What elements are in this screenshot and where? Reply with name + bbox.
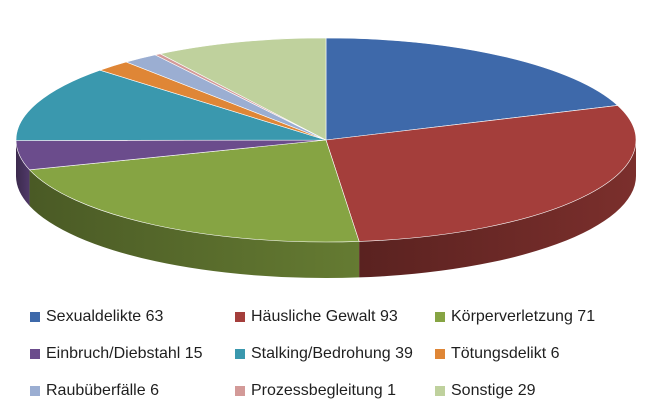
pie-slice-sonstige [159, 37, 327, 141]
legend-item: Raubüberfälle 6 [30, 382, 159, 400]
legend-swatch [235, 386, 245, 396]
pie-slice-sexualdelikte [325, 37, 619, 141]
legend-item: Sexualdelikte 63 [30, 308, 163, 326]
pie-side-h-usliche-gewalt [359, 140, 636, 278]
pie-side-einbruch-diebstahl [16, 140, 30, 206]
legend-swatch [30, 312, 40, 322]
legend-item: Stalking/Bedrohung 39 [235, 345, 413, 363]
legend-label: Sonstige 29 [451, 382, 536, 399]
legend-swatch [435, 386, 445, 396]
legend-swatch [435, 312, 445, 322]
legend-item: Tötungsdelikt 6 [435, 345, 560, 363]
legend-label: Häusliche Gewalt 93 [251, 308, 398, 325]
legend-label: Sexualdelikte 63 [46, 308, 164, 325]
legend-item: Prozessbegleitung 1 [235, 382, 396, 400]
legend-label: Tötungsdelikt 6 [451, 345, 560, 362]
legend-swatch [235, 312, 245, 322]
legend-label: Raubüberfälle 6 [46, 382, 159, 399]
legend-label: Stalking/Bedrohung 39 [251, 345, 413, 362]
legend-label: Körperverletzung 71 [451, 308, 596, 325]
pie-chart [15, 37, 637, 278]
pie-slice-stalking-bedrohung [15, 69, 327, 141]
legend-swatch [435, 349, 445, 359]
pie-side-k-rperverletzung [29, 169, 360, 278]
legend-swatch [30, 349, 40, 359]
legend-item: Sonstige 29 [435, 382, 536, 400]
legend-label: Prozessbegleitung 1 [251, 382, 396, 399]
legend-swatch [30, 386, 40, 396]
legend-item: Körperverletzung 71 [435, 308, 595, 326]
legend-item: Häusliche Gewalt 93 [235, 308, 398, 326]
legend-item: Einbruch/Diebstahl 15 [30, 345, 203, 363]
pie-slice-k-rperverletzung [28, 139, 360, 243]
legend-label: Einbruch/Diebstahl 15 [46, 345, 203, 362]
pie-slice-h-usliche-gewalt [325, 105, 637, 242]
legend-swatch [235, 349, 245, 359]
